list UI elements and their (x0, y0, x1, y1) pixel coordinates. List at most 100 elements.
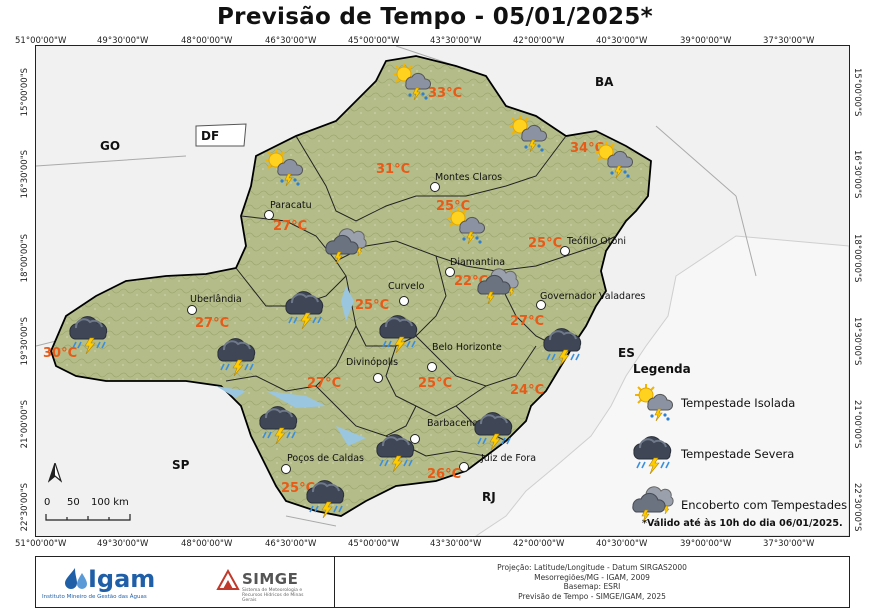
overcast-storm-icon (323, 224, 369, 268)
city-marker-curvelo (399, 296, 409, 306)
coord-top-9: 39°00'00"W (680, 36, 732, 46)
coord-top-4: 46°30'00"W (265, 36, 317, 46)
temperature-label: 27°C (273, 219, 308, 234)
temperature-label: 27°C (195, 316, 230, 331)
state-borders (36, 46, 757, 527)
legend-title: Legenda (633, 362, 691, 376)
coord-bottom-10: 37°30'00"W (763, 539, 815, 549)
coord-right-3: 18°00'00"S (852, 234, 862, 283)
coord-left-6: 22°30'00"S (20, 483, 30, 532)
isolated-storm-icon (506, 114, 550, 158)
credit-line: Basemap: ESRI (563, 582, 621, 591)
coord-bottom-6: 43°30'00"W (430, 539, 482, 549)
legend-label-severe: Tempestade Severa (681, 447, 795, 461)
coord-bottom-8: 40°30'00"W (596, 539, 648, 549)
city-marker-divinopolis (373, 373, 383, 383)
coord-right-6: 22°30'00"S (852, 483, 862, 532)
city-marker-pocos-de-caldas (281, 464, 291, 474)
footer-panel: Igam Instituto Mineiro de Gestão das Águ… (35, 556, 850, 608)
city-marker-governador-valadares (536, 300, 546, 310)
city-marker-juiz-de-fora (459, 462, 469, 472)
city-label-teofilo-otoni: Teófilo Otoni (567, 236, 626, 247)
df-outline (195, 123, 247, 147)
coord-left-3: 18°00'00"S (20, 234, 30, 283)
city-label-paracatu: Paracatu (270, 200, 312, 211)
city-label-governador-valadares: Governador Valadares (540, 291, 646, 302)
coord-right-4: 19°30'00"S (852, 317, 862, 366)
city-label-curvelo: Curvelo (388, 281, 425, 292)
legend-label-isolated: Tempestade Isolada (681, 396, 796, 410)
scale-label-100: 100 km (91, 497, 129, 508)
coord-left-2: 16°30'00"S (20, 150, 30, 199)
city-label-barbacena: Barbacena (427, 418, 479, 429)
isolated-storm-icon (592, 140, 636, 184)
temperature-label: 31°C (376, 162, 411, 177)
simge-subtitle: Sistema de Meteorologia e Recursos Hídri… (242, 588, 304, 603)
coord-left-5: 21°00'00"S (20, 400, 30, 449)
city-marker-montes-claros (430, 182, 440, 192)
region-label-go: GO (100, 139, 121, 153)
temperature-label: 25°C (355, 298, 390, 313)
temperature-label: 26°C (427, 467, 462, 482)
coord-left-4: 19°30'00"S (20, 317, 30, 366)
coord-bottom-1: 51°00'00"W (15, 539, 67, 549)
severe-storm-icon (303, 474, 349, 522)
simge-logo: SIMGE (242, 570, 299, 588)
city-marker-paracatu (264, 210, 274, 220)
coord-bottom-9: 39°00'00"W (680, 539, 732, 549)
legend-isolated-storm-icon (632, 383, 676, 427)
coord-top-6: 43°30'00"W (430, 36, 482, 46)
severe-storm-icon (471, 406, 517, 454)
credit-line: Projeção: Latitude/Longitude - Datum SIR… (497, 563, 687, 572)
legend-overcast-storm-icon (630, 482, 676, 526)
region-label-df: DF (201, 129, 220, 143)
credit-line: Mesorregiões/MG - IGAM, 2009 (534, 572, 650, 582)
coord-top-5: 45°00'00"W (348, 36, 400, 46)
isolated-storm-icon (444, 206, 488, 250)
igam-logo-icon (65, 568, 87, 589)
city-marker-uberlandia (187, 305, 197, 315)
coord-right-2: 16°30'00"S (852, 150, 862, 199)
isolated-storm-icon (262, 148, 306, 192)
igam-subtitle: Instituto Mineiro de Gestão das Águas (42, 594, 147, 600)
temperature-label: 24°C (510, 383, 545, 398)
severe-storm-icon (214, 332, 260, 380)
coord-top-8: 40°30'00"W (596, 36, 648, 46)
severe-storm-icon (540, 322, 586, 370)
coord-bottom-4: 46°30'00"W (265, 539, 317, 549)
city-label-diamantina: Diamantina (450, 257, 506, 268)
validity-note: *Válido até às 10h do dia 06/01/2025. (642, 518, 843, 529)
map-title: Previsão de Tempo - 05/01/2025* (217, 4, 653, 30)
severe-storm-icon (373, 428, 419, 476)
temperature-label: 30°C (43, 346, 78, 361)
scale-label-50: 50 (67, 497, 80, 508)
legend-label-overcast: Encoberto com Tempestades (681, 498, 848, 512)
igam-logo: Igam (88, 565, 156, 593)
city-marker-teofilo-otoni (560, 246, 570, 256)
temperature-label: 33°C (428, 86, 463, 101)
minas-gerais-state (50, 55, 652, 517)
map-canvas (36, 46, 849, 536)
coord-bottom-2: 49°30'00"W (97, 539, 149, 549)
coord-bottom-5: 45°00'00"W (348, 539, 400, 549)
map-frame (35, 45, 850, 537)
temperature-label: 25°C (528, 236, 563, 251)
coord-right-5: 21°00'00"S (852, 400, 862, 449)
city-label-uberlandia: Uberlândia (190, 294, 242, 305)
region-label-ba: BA (595, 75, 614, 89)
simge-logo-icon (216, 569, 240, 590)
severe-storm-icon (66, 310, 112, 358)
coord-right-1: 15°00'00"S (852, 68, 862, 117)
city-label-belo-horizonte: Belo Horizonte (432, 342, 502, 353)
temperature-label: 27°C (510, 314, 545, 329)
coord-top-7: 42°00'00"W (513, 36, 565, 46)
legend-severe-storm-icon (630, 430, 676, 478)
city-label-pocos-de-caldas: Poços de Caldas (287, 453, 364, 464)
severe-storm-icon (256, 400, 302, 448)
city-marker-belo-horizonte (427, 362, 437, 372)
coord-top-2: 49°30'00"W (97, 36, 149, 46)
coord-top-1: 51°00'00"W (15, 36, 67, 46)
scale-bar (45, 514, 131, 521)
region-label-sp: SP (172, 458, 190, 472)
overcast-storm-icon (475, 264, 521, 308)
